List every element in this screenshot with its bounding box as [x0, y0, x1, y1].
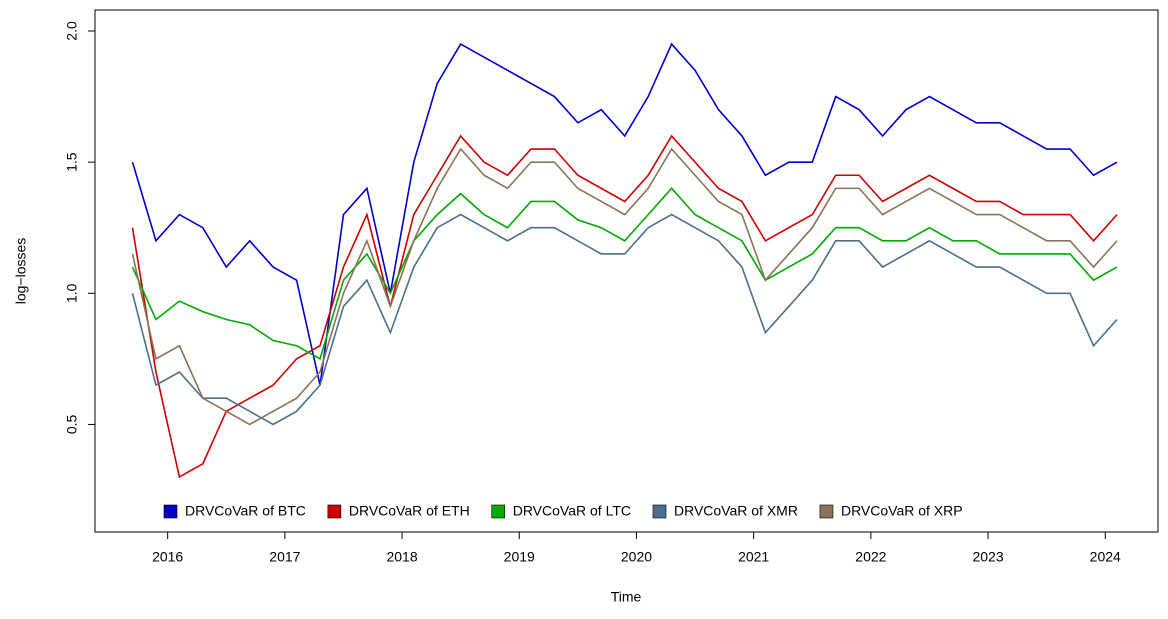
x-tick-label: 2021 — [738, 549, 769, 565]
legend-label: DRVCoVaR of XMR — [674, 503, 798, 519]
series-line — [131, 42, 1118, 386]
x-axis-label: Time — [611, 589, 642, 605]
x-tick-label: 2023 — [972, 549, 1003, 565]
legend-swatch — [163, 504, 178, 519]
legend-swatch — [819, 504, 834, 519]
x-tick-label: 2018 — [386, 549, 417, 565]
legend-swatch — [491, 504, 506, 519]
legend-label: DRVCoVaR of ETH — [349, 503, 470, 519]
legend-label: DRVCoVaR of XRP — [841, 503, 963, 519]
series-line — [131, 213, 1118, 426]
x-tick-label: 2017 — [269, 549, 300, 565]
y-tick-label: 2.0 — [64, 21, 80, 41]
y-tick-label: 1.5 — [64, 152, 80, 172]
y-axis-label: log−losses — [13, 238, 29, 305]
legend-swatch — [327, 504, 342, 519]
x-tick-label: 2019 — [504, 549, 535, 565]
series-line — [131, 147, 1118, 426]
x-tick-label: 2016 — [152, 549, 183, 565]
legend-label: DRVCoVaR of LTC — [513, 503, 631, 519]
series-line — [131, 187, 1118, 361]
x-tick-label: 2020 — [621, 549, 652, 565]
y-tick-label: 1.0 — [64, 283, 80, 303]
x-tick-label: 2022 — [855, 549, 886, 565]
legend-label: DRVCoVaR of BTC — [185, 503, 306, 519]
plot-frame — [94, 9, 1159, 533]
series-line — [131, 134, 1118, 479]
x-tick-label: 2024 — [1090, 549, 1121, 565]
legend-swatch — [652, 504, 667, 519]
y-tick-label: 0.5 — [64, 415, 80, 435]
